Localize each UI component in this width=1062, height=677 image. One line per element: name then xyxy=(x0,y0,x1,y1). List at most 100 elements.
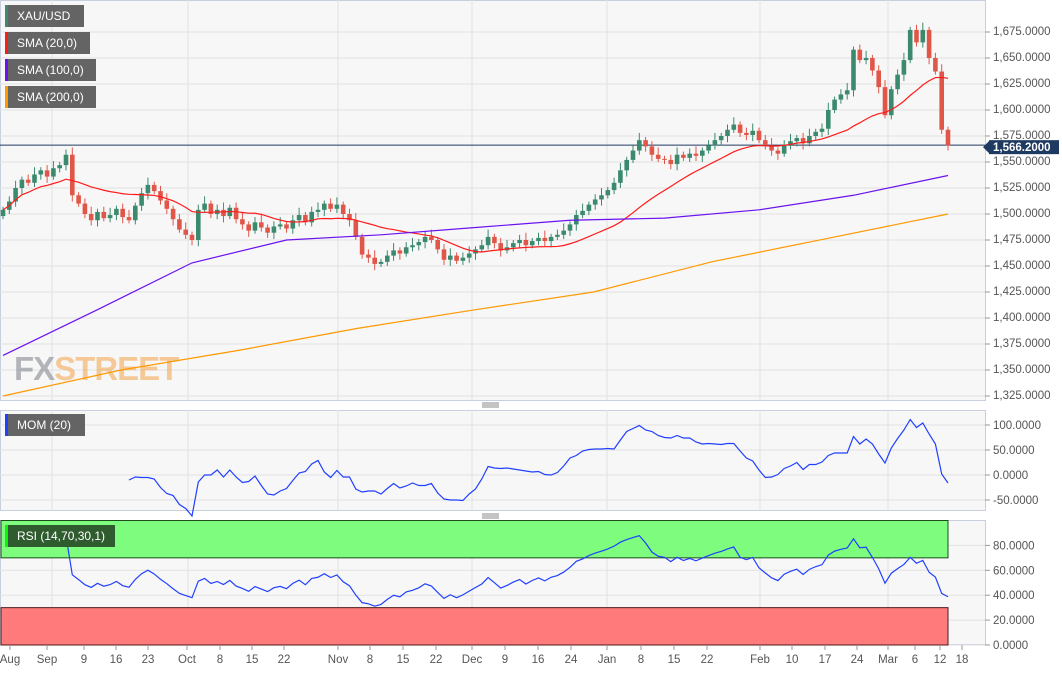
candle-up xyxy=(277,224,283,227)
candle-down xyxy=(668,159,674,165)
candle-down xyxy=(151,184,157,192)
candle-up xyxy=(618,170,623,183)
candle-up xyxy=(403,247,409,254)
candle-down xyxy=(25,179,31,183)
rsi-tick-label: 40.0000 xyxy=(993,590,1035,602)
legend-label: RSI (14,70,30,1) xyxy=(17,529,105,543)
candle-up xyxy=(819,128,825,132)
price-tick-label: 1,600.0000 xyxy=(993,104,1051,116)
price-tick-label: 1,675.0000 xyxy=(993,26,1051,38)
candle-up xyxy=(826,110,831,129)
candle-down xyxy=(926,29,932,58)
candle-up xyxy=(296,215,302,221)
legend-sma-20[interactable]: SMA (20,0) xyxy=(5,32,90,54)
logo-text: FXSTREET xyxy=(14,350,179,387)
rsi-oversold-zone xyxy=(0,607,949,646)
x-tick-label: 15 xyxy=(397,654,410,666)
legend-box xyxy=(5,86,96,108)
candle-up xyxy=(788,141,793,146)
price-tick-label: 1,475.0000 xyxy=(993,234,1051,246)
legend-box xyxy=(5,59,96,81)
x-tick-label: 8 xyxy=(367,654,373,666)
x-tick-label: 22 xyxy=(278,654,291,666)
x-tick-label: 24 xyxy=(851,654,864,666)
candle-down xyxy=(259,222,264,228)
candle-down xyxy=(44,170,50,177)
candle-up xyxy=(290,220,296,229)
candle-up xyxy=(592,199,598,205)
candle-up xyxy=(107,215,113,219)
x-tick-label: 15 xyxy=(668,654,681,666)
legend-rsi[interactable]: RSI (14,70,30,1) xyxy=(5,525,115,547)
candle-up xyxy=(13,188,18,202)
candle-up xyxy=(555,234,560,237)
x-tick-label: Oct xyxy=(178,654,197,666)
candle-up xyxy=(718,136,724,141)
candle-up xyxy=(838,94,844,100)
x-tick-label: 12 xyxy=(934,654,947,666)
candle-up xyxy=(630,150,636,160)
price-tick-label: 1,625.0000 xyxy=(993,78,1051,90)
candle-up xyxy=(907,29,913,61)
candle-down xyxy=(170,208,176,220)
candle-up xyxy=(466,253,472,258)
candle-down xyxy=(353,220,359,237)
rsi-tick-label: 0.0000 xyxy=(993,640,1028,652)
candle-down xyxy=(800,138,806,144)
candle-up xyxy=(309,211,314,223)
legend-color-swatch xyxy=(5,5,8,27)
candle-down xyxy=(158,191,163,201)
panel-resize-handle[interactable] xyxy=(482,402,499,408)
price-tick-label: 1,550.0000 xyxy=(993,156,1051,168)
momentum-tick-label: 100.0000 xyxy=(993,420,1041,432)
legend-sma-100[interactable]: SMA (100,0) xyxy=(5,59,96,81)
candle-up xyxy=(385,255,390,262)
sma-100-line xyxy=(2,174,949,356)
candle-down xyxy=(120,208,125,218)
candle-up xyxy=(895,74,900,90)
legend-xauusd[interactable]: XAU/USD xyxy=(5,5,84,27)
candle-down xyxy=(662,158,667,160)
candle-down xyxy=(857,49,863,61)
candle-down xyxy=(328,203,333,209)
candle-up xyxy=(605,190,611,196)
candle-down xyxy=(70,154,75,196)
candle-up xyxy=(511,243,516,248)
sma-200-line xyxy=(2,213,949,397)
candle-down xyxy=(82,203,88,214)
candle-up xyxy=(51,168,56,177)
candle-down xyxy=(542,237,548,242)
price-tick-label: 1,375.0000 xyxy=(993,338,1051,350)
candle-up xyxy=(781,145,787,154)
price-tick-label: 1,575.0000 xyxy=(993,130,1051,142)
x-tick-label: 16 xyxy=(110,654,123,666)
x-tick-label: Sep xyxy=(37,654,57,666)
candle-down xyxy=(744,132,749,135)
candle-down xyxy=(340,204,346,214)
legend-label: XAU/USD xyxy=(17,9,71,23)
candle-down xyxy=(366,254,371,258)
momentum-tick-label: 50.0000 xyxy=(993,445,1035,457)
candle-up xyxy=(889,89,894,116)
candle-up xyxy=(706,145,711,151)
candle-down xyxy=(756,130,762,141)
candle-down xyxy=(939,71,944,130)
legend-label: MOM (20) xyxy=(17,418,71,432)
candle-down xyxy=(649,146,655,155)
candle-up xyxy=(832,99,837,110)
legend-sma-200[interactable]: SMA (200,0) xyxy=(5,86,96,108)
x-tick-label: Mar xyxy=(878,654,898,666)
candle-down xyxy=(189,234,195,240)
candle-up xyxy=(271,226,277,233)
candle-up xyxy=(57,165,62,169)
candle-up xyxy=(863,58,869,61)
rsi-tick-label: 80.0000 xyxy=(993,540,1035,552)
legend-momentum[interactable]: MOM (20) xyxy=(5,414,85,436)
last-price-label: 1,566.2000 xyxy=(993,142,1051,154)
panel-resize-handle[interactable] xyxy=(482,513,499,519)
fxstreet-logo: FXSTREET xyxy=(14,350,180,387)
candle-down xyxy=(359,236,365,255)
x-tick-label: 6 xyxy=(912,654,918,666)
legend-color-swatch xyxy=(5,32,8,54)
candle-down xyxy=(870,58,875,71)
